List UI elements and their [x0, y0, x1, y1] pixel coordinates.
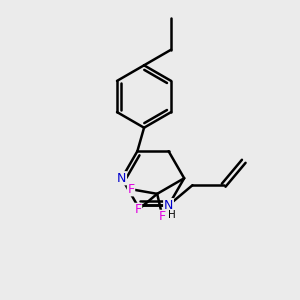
Text: F: F [128, 183, 135, 196]
Text: H: H [168, 210, 176, 220]
Text: F: F [134, 203, 142, 216]
Text: N: N [164, 199, 173, 212]
Text: N: N [117, 172, 127, 185]
Text: F: F [159, 210, 166, 223]
Text: N: N [164, 199, 173, 212]
